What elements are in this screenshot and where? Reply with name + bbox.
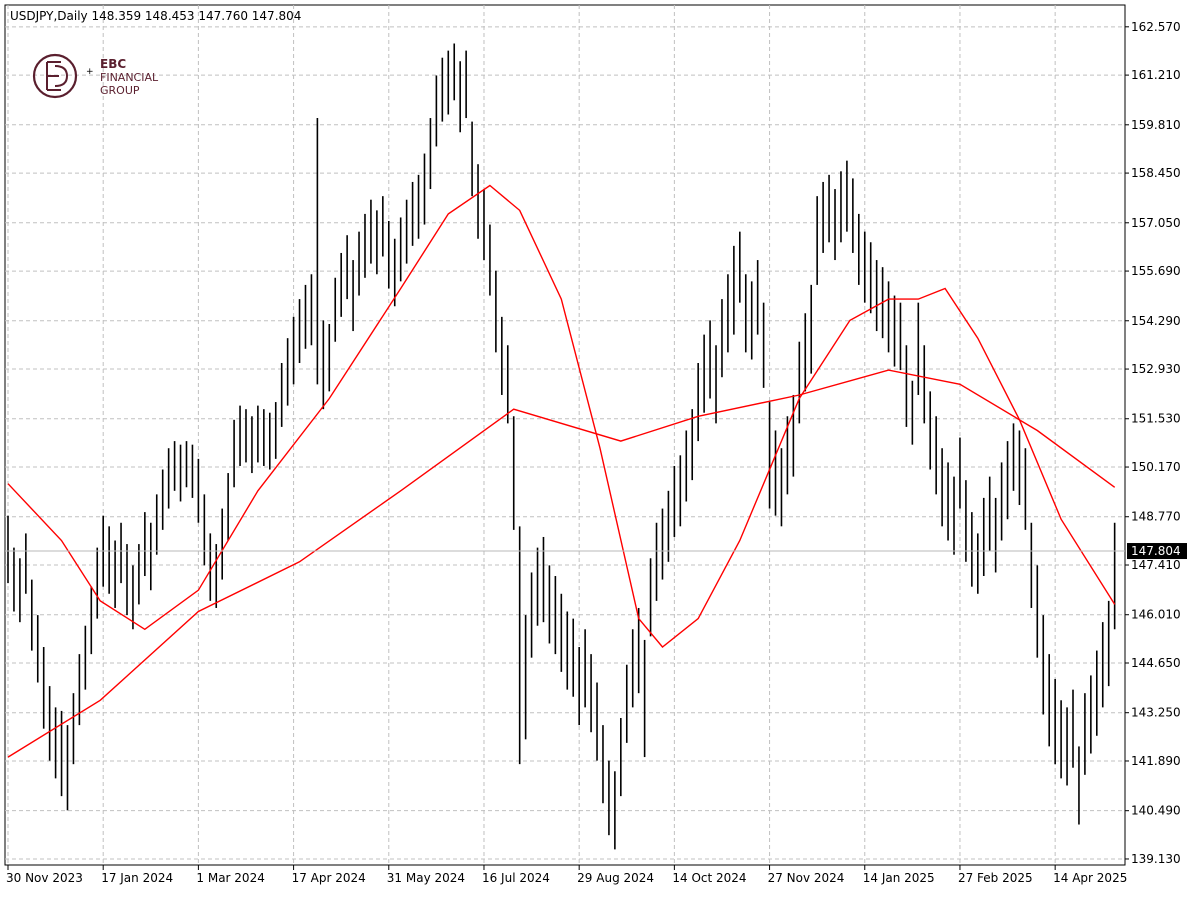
x-tick-label: 29 Aug 2024 [577, 871, 654, 885]
logo-glyph [46, 61, 69, 91]
y-tick-label: 155.690 [1131, 264, 1181, 278]
x-tick-label: 30 Nov 2023 [6, 871, 83, 885]
x-tick-label: 16 Jul 2024 [482, 871, 550, 885]
y-tick-label: 161.210 [1131, 68, 1181, 82]
y-tick-label: 154.290 [1131, 314, 1181, 328]
y-tick-label: 144.650 [1131, 656, 1181, 670]
last-price-box [1127, 543, 1187, 560]
y-tick-label: 143.250 [1131, 706, 1181, 720]
y-tick-label: 158.450 [1131, 166, 1181, 180]
y-tick-label: 147.410 [1131, 558, 1181, 572]
grid [5, 5, 1125, 865]
logo-mark: EBC [100, 57, 126, 71]
moving-average [7, 369, 1116, 758]
y-tick-label: 146.010 [1131, 608, 1181, 622]
marks [5, 43, 1125, 850]
chart-title: USDJPY,Daily 148.359 148.453 147.760 147… [10, 9, 301, 23]
y-tick-label: 140.490 [1131, 804, 1181, 818]
plot-area [4, 4, 1126, 866]
y-tick-label: 159.810 [1131, 118, 1181, 132]
x-tick-label: 17 Apr 2024 [292, 871, 366, 885]
y-tick-label: 139.130 [1131, 852, 1181, 866]
logo-line1: FINANCIAL [100, 71, 159, 84]
logo-ring [32, 53, 78, 99]
x-tick-label: 31 May 2024 [387, 871, 465, 885]
logo-sparkle: + [86, 67, 94, 77]
y-tick-label: 152.930 [1131, 362, 1181, 376]
y-tick-label: 157.050 [1131, 216, 1181, 230]
y-tick-label: 141.890 [1131, 754, 1181, 768]
moving-average [7, 184, 1116, 648]
last-price-label: 147.804 [1131, 544, 1181, 558]
x-tick-label: 27 Nov 2024 [768, 871, 845, 885]
x-tick-label: 27 Feb 2025 [958, 871, 1033, 885]
x-tick-label: 1 Mar 2024 [196, 871, 264, 885]
x-tick-label: 14 Apr 2025 [1053, 871, 1127, 885]
y-tick-label: 150.170 [1131, 460, 1181, 474]
y-tick-label: 151.530 [1131, 412, 1181, 426]
x-tick-label: 14 Jan 2025 [863, 871, 935, 885]
y-tick-label: 162.570 [1131, 20, 1181, 34]
logo: + EBC FINANCIAL GROUP [32, 53, 159, 99]
y-tick-label: 148.770 [1131, 510, 1181, 524]
logo-line2: GROUP [100, 84, 140, 97]
x-tick-label: 17 Jan 2024 [101, 871, 173, 885]
x-tick-label: 14 Oct 2024 [672, 871, 746, 885]
